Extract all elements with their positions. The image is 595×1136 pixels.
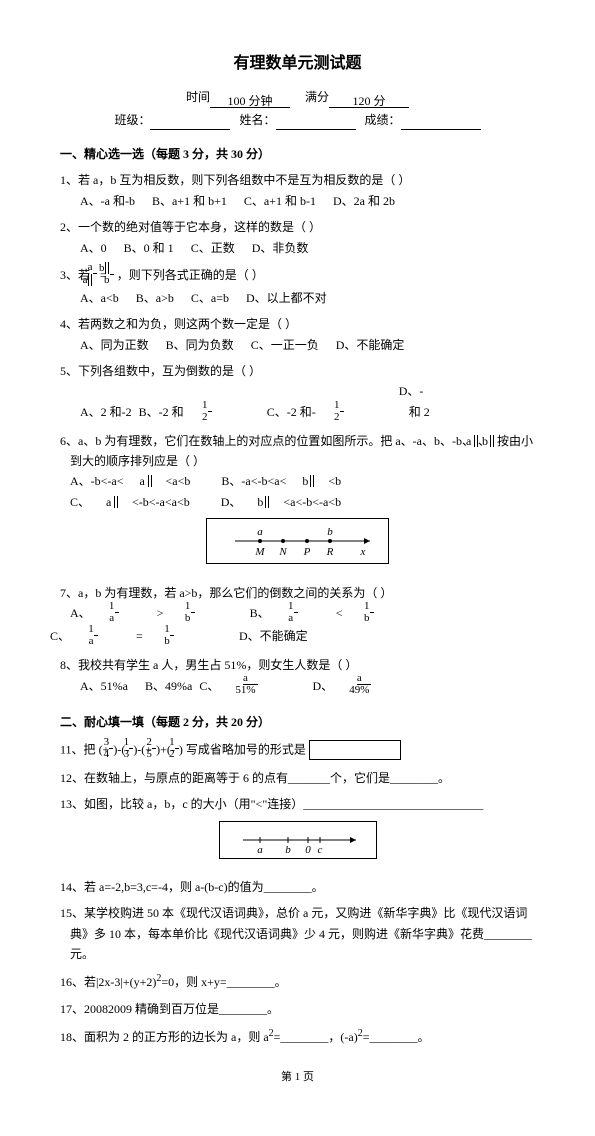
q7-D[interactable]: D、不能确定 [249,626,308,646]
q8-C[interactable]: C、a51% [219,675,305,698]
header-info: 班级： 姓名： 成绩： [60,110,535,130]
q11-blank[interactable] [309,740,401,760]
q6-absb: b [490,435,494,447]
q8-D[interactable]: D、a49% [333,675,420,698]
result-blank[interactable] [401,113,481,130]
q3-B[interactable]: B、a>b [146,288,174,308]
q3-C[interactable]: C、a=b [201,288,229,308]
name-blank[interactable] [276,113,356,130]
svg-text:R: R [326,546,334,558]
class-label: 班级： [114,113,150,127]
q6-D[interactable]: D、b<a<-b<-a<b [241,492,365,512]
q6: 6、a、b 为有理数，它们在数轴上的对应点的位置如图所示。把 a、-a、b、-b… [70,431,535,577]
q2-stem: 2、一个数的绝对值等于它本身，这样的数是（ ） [60,220,321,234]
q4-D[interactable]: D、不能确定 [346,335,405,355]
q4-A[interactable]: A、同为正数 [90,335,149,355]
q3-D[interactable]: D、以上都不对 [256,288,327,308]
svg-text:x: x [360,546,366,558]
q3: 3、若 aa = bb ，则下列各式正确的是（ ） A、a<b B、a>b C、… [70,264,535,308]
q1-stem: 1、若 a，b 互为相反数，则下列各组数中不是互为相反数的是（ ） [60,173,410,187]
q13-figure: a b 0c [219,821,377,859]
q1-D[interactable]: D、2a 和 2b [343,191,395,211]
svg-text:0: 0 [305,844,311,854]
svg-text:a: a [257,526,263,538]
class-blank[interactable] [150,113,230,130]
q7-B[interactable]: B、1a<1b [270,603,422,626]
q2-A[interactable]: A、0 [90,238,107,258]
q18-post: =________。 [363,1030,430,1044]
q8-A[interactable]: A、51%a [90,676,128,696]
svg-text:c: c [317,844,322,854]
q18-pre: 18、面积为 2 的正方形的边长为 a，则 a [60,1030,269,1044]
section2-title: 二、耐心填一填（每题 2 分，共 20 分） [60,712,535,732]
name-label: 姓名： [239,113,275,127]
q15: 15、某学校购进 50 本《现代汉语词典》，总价 a 元，又购进《新华字典》比《… [70,903,535,964]
header-time-score: 时间100 分钟 满分120 分 [60,87,535,107]
q4-B[interactable]: B、同为负数 [176,335,234,355]
q16: 16、若|2x-3|+(y+2)2=0，则 x+y=________。 [70,970,535,992]
q6-pre: 6、a、b 为有理数，它们在数轴上的对应点的位置如图所示。把 a、-a、b、-b… [60,434,474,448]
q13-stem: 13、如图，比较 a，b，c 的大小（用"<"连接）______________… [60,797,483,811]
footer: 第 1 页 [60,1068,535,1087]
q7-C[interactable]: C、1a=1b [70,626,222,649]
svg-text:N: N [278,546,287,558]
q12: 12、在数轴上，与原点的距离等于 6 的点有_______个，它们是______… [70,768,535,788]
q3-post: ，则下列各式正确的是（ ） [117,268,264,282]
q18: 18、面积为 2 的正方形的边长为 a，则 a2=________，(-a)2=… [70,1025,535,1047]
q3-A[interactable]: A、a<b [90,288,119,308]
score-value: 120 分 [329,91,409,108]
svg-text:P: P [303,546,311,558]
q4-stem: 4、若两数之和为负，则这两个数一定是（ ） [60,317,297,331]
q6-A[interactable]: A、-b<-a<a<a<b [90,471,214,491]
q6-figure: a b M N P Rx [206,518,389,564]
q5-A[interactable]: A、2 和-2 [90,402,132,422]
q5-C[interactable]: C、-2 和-12 [287,402,392,425]
result-label: 成绩： [365,113,401,127]
q2-D[interactable]: D、非负数 [262,238,309,258]
q7-stem: 7、a，b 为有理数，若 a>b，那么它们的倒数之间的关系为（ ） [60,586,392,600]
q1-A[interactable]: A、-a 和-b [90,191,135,211]
q5-stem: 5、下列各组数中，互为倒数的是（ ） [60,364,261,378]
q3-frac2: bb [110,262,114,286]
q18-mid: =________，(-a) [274,1030,358,1044]
q11-post: 写成省略加号的形式是 [186,742,306,756]
q6-absa: a [474,435,478,447]
q11-pre: 11、把 [60,742,96,756]
q11: 11、把 (+34)-(-13)-(+25)+(-12) 写成省略加号的形式是 [70,739,535,762]
q1-C[interactable]: C、a+1 和 b-1 [254,191,316,211]
q8-B[interactable]: B、49%a [155,676,192,696]
q6-C[interactable]: C、a<-b<-a<a<b [90,492,214,512]
time-value: 100 分钟 [210,91,290,108]
svg-text:b: b [285,844,291,854]
q5-B[interactable]: B、-2 和12 [159,402,260,425]
q3-frac: aa [93,262,97,286]
q1: 1、若 a，b 互为相反数，则下列各组数中不是互为相反数的是（ ） A、-a 和… [70,170,535,211]
time-label: 时间 [186,90,210,104]
q7: 7、a，b 为有理数，若 a>b，那么它们的倒数之间的关系为（ ） A、1a>1… [70,583,535,649]
q5-D[interactable]: D、- 和 2 [419,381,472,422]
q16-pre: 16、若|2x-3|+(y+2) [60,975,156,989]
q2-C[interactable]: C、正数 [201,238,235,258]
q1-B[interactable]: B、a+1 和 b+1 [162,191,227,211]
q2: 2、一个数的绝对值等于它本身，这样的数是（ ） A、0 B、0 和 1 C、正数… [70,217,535,258]
q6-B[interactable]: B、-a<-b<a<b<b [241,471,365,491]
q14: 14、若 a=-2,b=3,c=-4，则 a-(b-c)的值为________。 [70,877,535,897]
q2-B[interactable]: B、0 和 1 [134,238,174,258]
svg-text:b: b [327,526,333,538]
q8-stem: 8、我校共有学生 a 人，男生占 51%，则女生人数是（ ） [60,658,357,672]
q17: 17、20082009 精确到百万位是________。 [70,999,535,1019]
svg-text:M: M [254,546,265,558]
q4: 4、若两数之和为负，则这两个数一定是（ ） A、同为正数 B、同为负数 C、一正… [70,314,535,355]
section1-title: 一、精心选一选（每题 3 分，共 30 分） [60,144,535,164]
q16-post: =0，则 x+y=________。 [161,975,286,989]
q4-C[interactable]: C、一正一负 [261,335,319,355]
q13: 13、如图，比较 a，b，c 的大小（用"<"连接）______________… [70,794,535,871]
svg-text:a: a [257,844,263,854]
page-title: 有理数单元测试题 [60,50,535,77]
q5: 5、下列各组数中，互为倒数的是（ ） A、2 和-2 B、-2 和12 C、-2… [70,361,535,425]
score-label: 满分 [305,90,329,104]
q8: 8、我校共有学生 a 人，男生占 51%，则女生人数是（ ） A、51%a B、… [70,655,535,698]
